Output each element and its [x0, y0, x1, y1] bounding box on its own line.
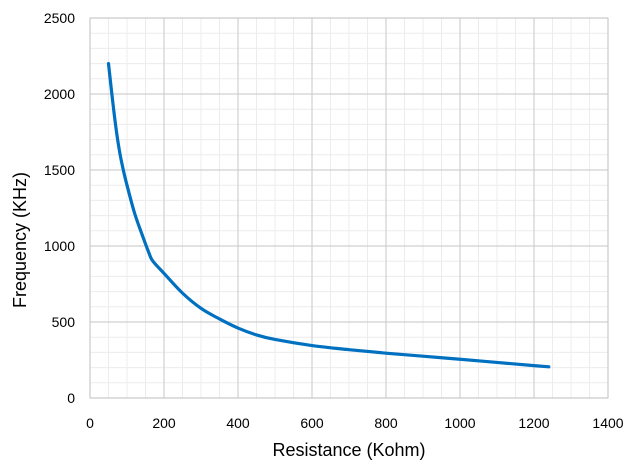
y-axis-label: Frequency (KHz) — [10, 172, 30, 308]
x-tick-label: 400 — [226, 415, 250, 431]
y-tick-labels: 0 500 1000 1500 2000 2500 — [44, 10, 75, 406]
x-tick-label: 0 — [86, 415, 94, 431]
y-tick-label: 500 — [52, 314, 76, 330]
x-tick-label: 600 — [300, 415, 324, 431]
y-tick-label: 0 — [67, 390, 75, 406]
y-tick-label: 1500 — [44, 162, 75, 178]
x-tick-label: 800 — [374, 415, 398, 431]
x-tick-label: 1400 — [592, 415, 623, 431]
x-tick-label: 1200 — [518, 415, 549, 431]
plot-area-border — [89, 17, 609, 399]
minor-gridlines — [90, 18, 608, 398]
x-tick-label: 1000 — [444, 415, 475, 431]
y-tick-label: 2000 — [44, 86, 75, 102]
x-tick-labels: 0 200 400 600 800 1000 1200 1400 — [86, 415, 624, 431]
x-tick-label: 200 — [152, 415, 176, 431]
series-layer — [106, 62, 551, 369]
x-axis-label: Resistance (Kohm) — [272, 440, 425, 460]
series-line-0 — [106, 62, 551, 369]
plot-frame — [89, 17, 609, 399]
y-tick-label: 2500 — [44, 10, 75, 26]
y-tick-label: 1000 — [44, 238, 75, 254]
